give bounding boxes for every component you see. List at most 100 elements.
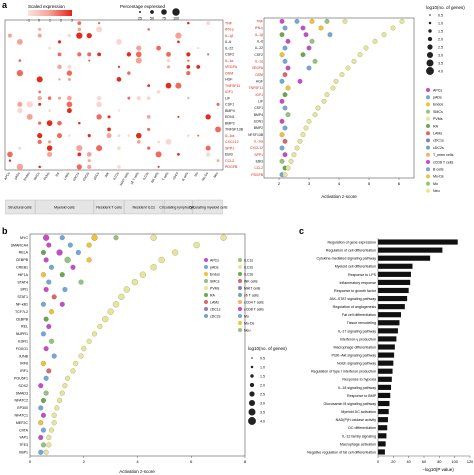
panel-b-legend-label: ILC1s — [244, 258, 253, 262]
expression-dot — [177, 152, 180, 156]
celltype-group-label: Resident T cells — [96, 206, 122, 210]
tf-activation-point — [59, 272, 65, 278]
expression-dot — [96, 101, 102, 108]
panel-b-legend-swatch — [204, 293, 208, 297]
panel-c-barchart: Regulation of gene expression Regulation … — [307, 238, 473, 472]
scaled-tick-label: 1 — [49, 19, 51, 23]
activation-point — [324, 18, 330, 24]
pathway-label: Myeloid cell differentiation — [335, 265, 376, 269]
tf-label: FOXO1 — [16, 347, 28, 351]
panel-b-legend-label: cDC2s — [210, 314, 221, 318]
activation-point — [318, 25, 324, 31]
expression-dot — [87, 134, 91, 138]
expression-dot — [197, 134, 200, 137]
tf-label: IRF8 — [20, 362, 28, 366]
tf-activation-point — [40, 272, 46, 278]
pathway-bar — [378, 441, 386, 447]
tf-label: NF-κB1 — [16, 303, 28, 307]
panel-b-legend-swatch — [238, 314, 242, 318]
panel-b-x-ticks: 0 2 4 6 8 — [29, 456, 247, 464]
expression-dot — [38, 27, 42, 31]
size-legend-dot — [427, 36, 433, 42]
activation-gene-label: IGF1 — [255, 93, 263, 97]
tf-activation-point — [46, 279, 52, 285]
gene-label: PDGFB — [225, 165, 238, 169]
panel-b-size-label: 3.0 — [260, 401, 265, 405]
panel-b-legend-swatch — [204, 300, 208, 304]
activation-gene-label: PDGFB — [251, 173, 263, 177]
celltype-group-band — [163, 199, 193, 215]
expression-dot — [107, 115, 111, 119]
expression-dot — [77, 27, 82, 32]
expression-dot — [177, 40, 180, 44]
activation-point — [282, 92, 288, 98]
tf-activation-point — [150, 264, 157, 271]
tf-activation-point — [51, 353, 57, 359]
expression-dot — [206, 21, 211, 26]
tf-label: STAT4 — [17, 280, 28, 284]
tf-label: NUPR1 — [16, 332, 28, 336]
activation-gene-label: CSF1 — [254, 106, 263, 110]
expression-dot — [57, 96, 62, 100]
tf-activation-point — [150, 234, 157, 241]
panel-b-legend-label: γδ T cells — [244, 293, 259, 297]
activation-point — [312, 58, 318, 64]
activation-point — [306, 65, 312, 71]
panel-b-legend-swatch — [238, 272, 242, 276]
activation-point — [339, 72, 345, 78]
activation-point — [282, 105, 288, 111]
expression-dot — [48, 109, 51, 112]
cell-legend-swatch — [426, 152, 430, 157]
pathway-bar — [378, 247, 443, 253]
panel-b-legend-label: Neu — [244, 328, 250, 332]
panel-b-legend-label: RA — [210, 293, 216, 297]
activation-point — [330, 85, 336, 91]
celltype-label: cDC2s — [82, 171, 90, 182]
tf-activation-point — [86, 338, 92, 344]
celltype-group-label: Myeloid cells — [54, 206, 75, 210]
tf-label: TCF7L2 — [15, 310, 28, 314]
pathway-label: DC differentiation — [348, 426, 376, 430]
panel-b-legend-swatch — [238, 286, 242, 290]
activation-point — [294, 145, 300, 151]
activation-point — [282, 45, 288, 51]
activation-point — [279, 18, 285, 24]
celltype-label: Mo-Ds — [201, 171, 209, 181]
expression-dot — [216, 102, 220, 106]
pathway-label: JAK–STAT signaling pathway — [329, 297, 376, 301]
panel-c-x-tick-label: 20 — [391, 460, 395, 464]
tf-label: XBP1 — [19, 451, 28, 455]
expression-dot — [76, 32, 83, 39]
expression-dot — [147, 146, 151, 150]
expression-dot — [68, 134, 71, 137]
tf-activation-point — [86, 242, 92, 248]
gene-label: SPP1 — [225, 146, 234, 150]
expression-dot — [47, 96, 52, 100]
size-legend-label: 1.5 — [438, 29, 443, 33]
expression-dot — [77, 52, 82, 57]
panel-b-size-label: 4.0 — [260, 419, 265, 423]
panel-b-legend-swatch — [204, 258, 208, 262]
expression-dot — [86, 32, 92, 39]
expression-dot — [127, 96, 131, 100]
panel-b-tf-labels: MYC SMARCA4 RELA CEBPB CREB1 HIF1A STAT4 SPI1 ST… — [11, 236, 29, 455]
gene-label: TNFSF13B — [225, 128, 244, 132]
panel-b-cell-legend: APCs pADs Endos SMCs PVMs RA LAMs cDC1s cDC2s ILC… — [204, 258, 264, 332]
cell-legend-label: Mo — [433, 182, 438, 186]
expression-dot — [16, 38, 23, 45]
expression-dot — [205, 114, 211, 120]
activation-point — [279, 145, 285, 151]
expression-dot — [216, 159, 220, 163]
expression-dot — [88, 59, 91, 62]
expression-dot — [117, 134, 121, 138]
expression-dot — [157, 140, 160, 144]
panel-b-size-label: 2.5 — [260, 392, 265, 396]
expression-dot — [187, 134, 190, 137]
tf-activation-point — [46, 242, 52, 248]
activation-x-tick-label: 4 — [338, 181, 341, 186]
panel-b-legend-swatch — [238, 265, 242, 269]
activation-point — [300, 132, 306, 138]
tf-label: SMAD3 — [16, 391, 28, 395]
size-legend-dot — [428, 21, 432, 25]
activation-point — [351, 58, 357, 64]
